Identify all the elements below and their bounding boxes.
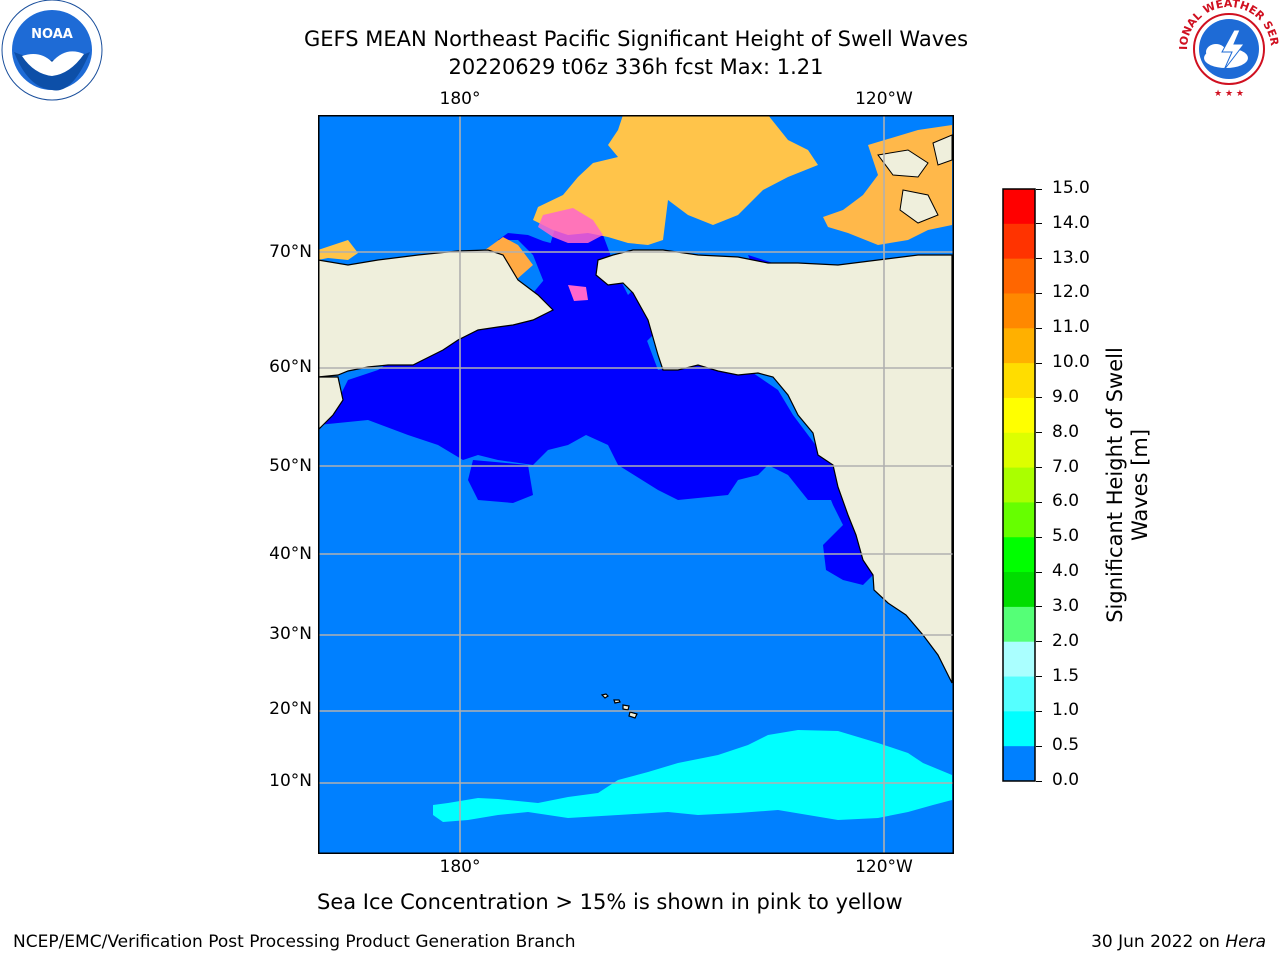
lon-label-bottom-180: 180° — [439, 857, 481, 877]
colorbar-tick-label: 12.0 — [1052, 282, 1090, 303]
colorbar-tick-label: 14.0 — [1052, 212, 1090, 233]
colorbar-segment — [1003, 711, 1035, 747]
colorbar-segment — [1003, 189, 1035, 225]
lat-label-10n: 10°N — [269, 771, 312, 791]
low-swell-region-aleutian-south — [468, 460, 533, 503]
footer-right: 30 Jun 2022 on Hera — [1091, 932, 1266, 952]
low-swell-region-bering — [318, 205, 858, 500]
footer-date: 30 Jun 2022 on — [1091, 932, 1226, 952]
colorbar-label-line1: Significant Height of Swell — [1103, 347, 1127, 623]
lat-label-50n: 50°N — [269, 456, 312, 476]
colorbar-segment — [1003, 293, 1035, 329]
colorbar-tick-label: 11.0 — [1052, 317, 1090, 338]
colorbar-tick-label: 0.5 — [1052, 735, 1080, 756]
colorbar-tick-mark — [1036, 258, 1042, 260]
colorbar-segment — [1003, 746, 1035, 782]
colorbar-tick-label: 0.0 — [1052, 770, 1080, 790]
land-north-america — [595, 249, 953, 684]
colorbar-border — [1002, 188, 1036, 782]
colorbar-tick-mark — [1036, 188, 1042, 190]
lon-label-bottom-120w: 120°W — [855, 857, 913, 877]
colorbar-tick-mark — [1036, 362, 1042, 364]
sea-ice-pink-small — [568, 285, 588, 301]
colorbar-segment — [1003, 606, 1035, 643]
land-kamchatka — [318, 376, 344, 431]
colorbar-tick-label: 3.0 — [1052, 595, 1080, 616]
colorbar-segment — [1003, 258, 1035, 294]
colorbar-segment — [1003, 502, 1035, 538]
colorbar-tick-mark — [1036, 467, 1042, 469]
colorbar-tick-mark — [1036, 606, 1042, 608]
colorbar-tick-label: 7.0 — [1052, 456, 1080, 477]
lon-label-top-120w: 120°W — [855, 89, 913, 109]
colorbar-tick-label: 2.0 — [1052, 630, 1080, 651]
noaa-logo-text: NOAA — [31, 27, 73, 42]
colorbar-tick-label: 9.0 — [1052, 386, 1080, 407]
footer-host: Hera — [1225, 932, 1266, 952]
colorbar-tick-mark — [1036, 501, 1042, 503]
map-gridlines — [318, 115, 954, 854]
map-title-line2: 20220629 t06z 336h fcst Max: 1.21 — [448, 55, 824, 79]
map-panel — [318, 115, 954, 854]
colorbar-tick-label: 13.0 — [1052, 247, 1090, 268]
colorbar-tick-label: 1.5 — [1052, 665, 1080, 686]
lat-label-20n: 20°N — [269, 699, 312, 719]
colorbar-tick-mark — [1036, 432, 1042, 434]
colorbar-tick-mark — [1036, 327, 1042, 329]
colorbar-tick-mark — [1036, 710, 1042, 712]
colorbar-segment — [1003, 328, 1035, 364]
colorbar-tick-label: 4.0 — [1052, 561, 1080, 582]
lat-label-70n: 70°N — [269, 242, 312, 262]
sea-ice-caption: Sea Ice Concentration > 15% is shown in … — [317, 890, 903, 914]
lat-label-60n: 60°N — [269, 357, 312, 377]
colorbar-tick-mark — [1036, 536, 1042, 538]
colorbar-tick-label: 5.0 — [1052, 526, 1080, 547]
colorbar-tick-mark — [1036, 571, 1042, 573]
colorbar — [1002, 188, 1036, 782]
lon-label-top-180: 180° — [439, 89, 481, 109]
land-arctic-islands — [877, 134, 953, 224]
colorbar-tick-mark — [1036, 397, 1042, 399]
colorbar-tick-mark — [1036, 641, 1042, 643]
colorbar-tick-mark — [1036, 223, 1042, 225]
sea-ice-arctic-west — [318, 240, 358, 260]
colorbar-segment — [1003, 432, 1035, 469]
colorbar-tick-label: 15.0 — [1052, 178, 1090, 198]
lat-label-30n: 30°N — [269, 624, 312, 644]
colorbar-segment — [1003, 223, 1035, 260]
colorbar-tick-mark — [1036, 292, 1042, 294]
map-frame — [318, 115, 954, 854]
footer-left: NCEP/EMC/Verification Post Processing Pr… — [13, 932, 576, 952]
colorbar-tick-label: 6.0 — [1052, 491, 1080, 512]
colorbar-segment — [1003, 641, 1035, 678]
colorbar-segment — [1003, 572, 1035, 608]
colorbar-segment — [1003, 397, 1035, 434]
land-hawaii — [600, 693, 638, 719]
swell-region-1-0-to-1-5 — [433, 730, 952, 822]
colorbar-tick-label: 10.0 — [1052, 352, 1090, 373]
sea-ice-arctic-main — [533, 115, 818, 245]
nws-logo: NATIONAL WEATHER SERVICE ★ ★ ★ — [1178, 0, 1280, 99]
colorbar-segment — [1003, 676, 1035, 712]
colorbar-label-line2: Waves [m] — [1128, 428, 1152, 542]
colorbar-segment — [1003, 537, 1035, 573]
svg-text:★ ★ ★: ★ ★ ★ — [1214, 89, 1244, 99]
colorbar-tick-label: 8.0 — [1052, 421, 1080, 442]
colorbar-tick-label: 1.0 — [1052, 700, 1080, 721]
sea-ice-pink-patch — [538, 208, 603, 243]
map-title-line1: GEFS MEAN Northeast Pacific Significant … — [303, 27, 969, 51]
colorbar-tick-mark — [1036, 676, 1042, 678]
lat-label-40n: 40°N — [269, 544, 312, 564]
colorbar-label: Significant Height of Swell Waves [m] — [1103, 347, 1153, 623]
colorbar-tick-mark — [1036, 745, 1042, 747]
colorbar-tick-mark — [1036, 780, 1042, 782]
colorbar-segment — [1003, 467, 1035, 503]
low-swell-region-coast — [813, 435, 873, 585]
noaa-logo: NOAA — [1, 0, 103, 101]
colorbar-segment — [1003, 363, 1035, 399]
